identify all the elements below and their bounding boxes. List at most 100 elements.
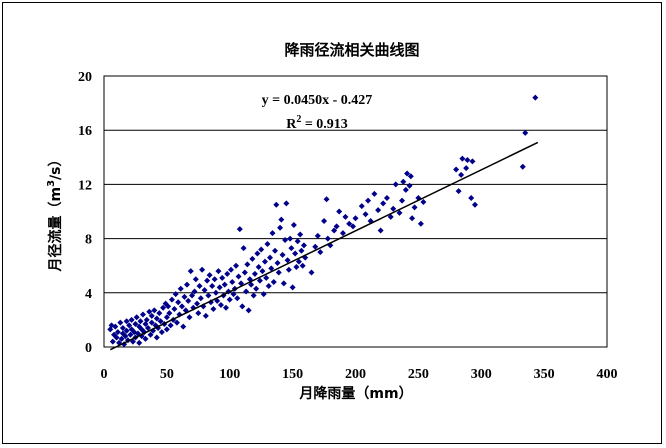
data-point xyxy=(240,245,247,252)
data-point xyxy=(249,255,256,262)
data-point xyxy=(275,269,282,276)
data-point xyxy=(272,247,279,254)
data-point xyxy=(128,316,135,323)
data-point xyxy=(212,289,219,296)
data-point xyxy=(175,299,182,306)
data-point xyxy=(464,157,471,164)
data-point xyxy=(211,276,218,283)
data-point xyxy=(331,227,338,234)
data-point xyxy=(191,288,198,295)
data-point xyxy=(283,200,290,207)
data-point xyxy=(167,322,174,329)
data-point xyxy=(245,307,252,314)
data-point xyxy=(209,283,216,290)
data-point xyxy=(148,312,155,319)
y-axis-title-sup: 3 xyxy=(46,180,57,187)
data-point xyxy=(224,270,231,277)
gridlines xyxy=(104,129,607,294)
r-squared: R2 = 0.913 xyxy=(286,114,348,132)
y-axis-title-main: 月径流量（m xyxy=(47,187,64,273)
data-point xyxy=(392,181,399,188)
data-point xyxy=(298,247,305,254)
data-point xyxy=(365,197,372,204)
data-point xyxy=(210,306,217,313)
x-tick-label: 150 xyxy=(282,367,303,382)
data-point xyxy=(216,284,223,291)
data-point xyxy=(274,259,281,266)
data-point xyxy=(383,194,390,201)
data-point xyxy=(151,307,158,314)
data-point xyxy=(195,310,202,317)
data-point xyxy=(234,295,241,302)
data-point xyxy=(255,264,262,271)
data-point xyxy=(171,306,178,313)
data-point xyxy=(299,262,306,269)
data-point xyxy=(308,269,315,276)
data-point xyxy=(139,311,146,318)
data-point xyxy=(163,314,170,321)
x-tick-label: 250 xyxy=(408,367,429,382)
data-point xyxy=(219,274,226,281)
data-point xyxy=(133,314,140,321)
data-point xyxy=(136,339,143,346)
data-point xyxy=(342,213,349,220)
x-tick-label: 400 xyxy=(597,367,618,382)
data-point xyxy=(279,251,286,258)
data-point xyxy=(178,303,185,310)
data-point xyxy=(215,268,222,275)
data-point xyxy=(317,249,324,256)
data-point xyxy=(321,217,328,224)
x-tick-label: 50 xyxy=(160,367,174,382)
data-point xyxy=(189,292,196,299)
data-point xyxy=(293,264,300,271)
data-point xyxy=(259,268,266,275)
data-point xyxy=(122,333,129,340)
data-point xyxy=(228,266,235,273)
data-point xyxy=(244,261,251,268)
data-point xyxy=(114,329,121,336)
y-tick-label: 4 xyxy=(85,287,92,302)
data-point xyxy=(235,273,242,280)
data-point xyxy=(287,235,294,242)
data-point xyxy=(226,296,233,303)
data-point xyxy=(288,245,295,252)
data-point xyxy=(314,232,321,239)
data-point xyxy=(339,230,346,237)
data-point xyxy=(172,291,179,298)
data-point xyxy=(387,213,394,220)
data-point xyxy=(266,254,273,261)
data-point xyxy=(336,208,343,215)
data-point xyxy=(183,281,190,288)
data-point xyxy=(229,278,236,285)
y-tick-label: 0 xyxy=(85,341,92,356)
data-point xyxy=(248,281,255,288)
data-point xyxy=(406,182,413,189)
data-point xyxy=(186,314,193,321)
data-point xyxy=(166,310,173,317)
data-point xyxy=(522,129,529,136)
data-point xyxy=(270,278,277,285)
data-point xyxy=(407,173,414,180)
data-point xyxy=(261,258,268,265)
data-point xyxy=(463,165,470,172)
data-point xyxy=(201,287,208,294)
data-point xyxy=(264,241,271,248)
data-point xyxy=(400,178,407,185)
data-point xyxy=(253,285,260,292)
data-point xyxy=(532,94,539,101)
data-point xyxy=(352,215,359,222)
data-point xyxy=(371,190,378,197)
data-point xyxy=(132,320,139,327)
data-point xyxy=(168,296,175,303)
data-point xyxy=(402,186,409,193)
data-point xyxy=(123,318,130,325)
data-point xyxy=(153,315,160,322)
data-point xyxy=(185,297,192,304)
x-tick-label: 300 xyxy=(471,367,492,382)
data-point xyxy=(256,277,263,284)
data-point xyxy=(349,223,356,230)
data-point xyxy=(117,319,124,326)
data-point xyxy=(197,295,204,302)
data-point xyxy=(163,326,170,333)
